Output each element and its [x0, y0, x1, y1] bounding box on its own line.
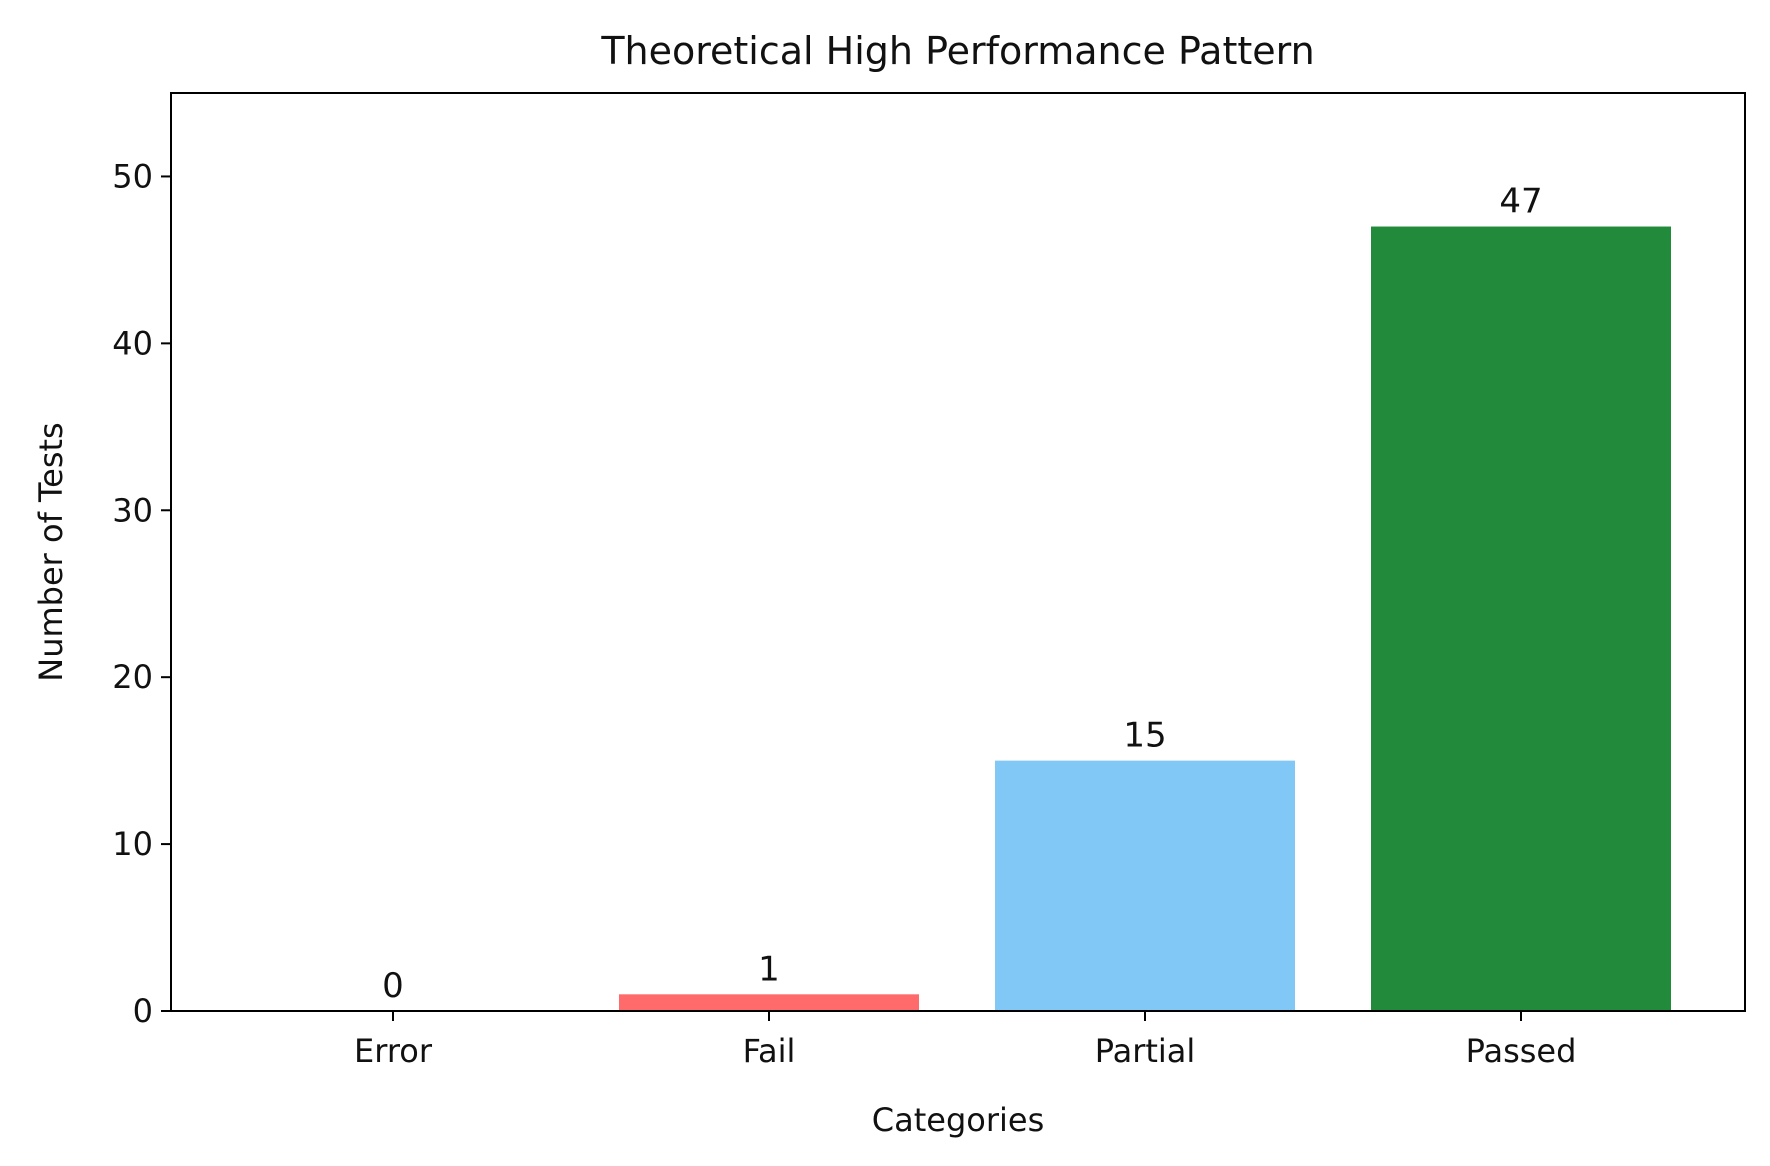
y-tick-label-0: 0 — [133, 992, 153, 1030]
x-tick-label-partial: Partial — [1095, 1032, 1196, 1070]
bar-passed — [1371, 226, 1671, 1011]
y-axis-label: Number of Tests — [32, 422, 70, 681]
chart-title: Theoretical High Performance Pattern — [600, 29, 1314, 73]
x-tick-label-error: Error — [354, 1032, 433, 1070]
y-tick-label-30: 30 — [112, 491, 153, 529]
plot-frame — [170, 92, 1746, 1012]
data-label-error: 0 — [382, 966, 404, 1006]
data-label-partial: 15 — [1123, 716, 1166, 756]
data-labels-layer: 0 1 15 47 — [382, 182, 1542, 1006]
y-tick-label-40: 40 — [112, 324, 153, 362]
x-tick-label-passed: Passed — [1466, 1032, 1577, 1070]
data-label-passed: 47 — [1499, 182, 1542, 222]
x-axis: Error Fail Partial Passed — [354, 1011, 1576, 1070]
y-tick-label-50: 50 — [112, 157, 153, 195]
bar-partial — [995, 760, 1295, 1011]
y-tick-label-20: 20 — [112, 658, 153, 696]
x-axis-label: Categories — [872, 1101, 1044, 1139]
data-label-fail: 1 — [758, 949, 780, 989]
bar-fail — [619, 994, 919, 1011]
y-axis: 0 10 20 30 40 50 — [112, 157, 171, 1030]
bars-layer — [619, 226, 1671, 1011]
y-tick-label-10: 10 — [112, 825, 153, 863]
x-tick-label-fail: Fail — [743, 1032, 796, 1070]
